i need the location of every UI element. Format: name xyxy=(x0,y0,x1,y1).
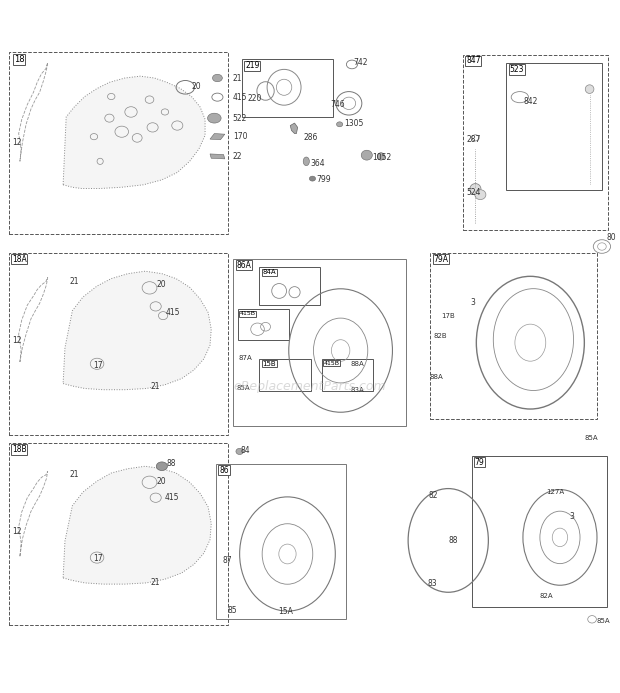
Text: 88A: 88A xyxy=(351,361,365,367)
Text: 21: 21 xyxy=(233,73,242,82)
Text: 80: 80 xyxy=(606,233,616,242)
Polygon shape xyxy=(210,154,225,159)
Text: 742: 742 xyxy=(353,58,368,67)
Text: 79: 79 xyxy=(475,457,485,466)
Text: 746: 746 xyxy=(330,100,345,109)
Bar xyxy=(234,259,406,426)
Text: 79A: 79A xyxy=(433,254,448,263)
Text: 287: 287 xyxy=(466,134,480,143)
Text: 364: 364 xyxy=(310,159,325,168)
Text: 3: 3 xyxy=(569,511,574,520)
Text: 21: 21 xyxy=(69,471,79,480)
Text: 82: 82 xyxy=(428,491,438,500)
Bar xyxy=(259,359,311,391)
Text: 17B: 17B xyxy=(441,313,455,319)
Text: 85A: 85A xyxy=(237,385,250,392)
Ellipse shape xyxy=(470,184,481,195)
Polygon shape xyxy=(290,123,298,134)
Ellipse shape xyxy=(377,152,384,160)
Text: 523: 523 xyxy=(510,65,524,74)
Text: 82A: 82A xyxy=(539,593,553,599)
Text: 220: 220 xyxy=(247,94,262,103)
Text: 85A: 85A xyxy=(585,435,598,441)
Ellipse shape xyxy=(337,122,343,127)
Ellipse shape xyxy=(213,74,223,82)
Text: 84A: 84A xyxy=(262,270,276,275)
Bar xyxy=(259,267,320,304)
Bar xyxy=(242,60,334,117)
Text: 522: 522 xyxy=(233,114,247,123)
Text: 842: 842 xyxy=(523,97,538,106)
Ellipse shape xyxy=(236,448,243,455)
Text: 87: 87 xyxy=(223,556,232,565)
Text: 415: 415 xyxy=(164,493,179,502)
Text: 12: 12 xyxy=(12,336,22,345)
Text: 88: 88 xyxy=(448,536,458,545)
Text: 85A: 85A xyxy=(596,617,610,624)
Text: 21: 21 xyxy=(151,578,160,587)
Ellipse shape xyxy=(309,176,316,181)
Text: 83A: 83A xyxy=(351,387,365,393)
Text: 22: 22 xyxy=(233,152,242,161)
Text: 12: 12 xyxy=(12,139,22,148)
Text: 83: 83 xyxy=(427,579,437,588)
Text: 415: 415 xyxy=(166,308,180,317)
Bar xyxy=(9,444,228,626)
Bar xyxy=(9,253,228,435)
Text: 88: 88 xyxy=(167,459,176,468)
Bar xyxy=(322,359,373,391)
Text: 86: 86 xyxy=(219,466,229,475)
Text: 524: 524 xyxy=(466,188,480,197)
Bar xyxy=(216,464,346,620)
Text: 415B: 415B xyxy=(324,360,340,366)
Bar xyxy=(9,52,228,234)
Text: 1052: 1052 xyxy=(372,153,391,162)
Text: 170: 170 xyxy=(233,132,247,141)
Text: 17: 17 xyxy=(93,360,102,369)
Ellipse shape xyxy=(475,190,486,200)
Polygon shape xyxy=(63,271,211,389)
Text: 20: 20 xyxy=(192,82,201,91)
Ellipse shape xyxy=(303,157,309,166)
Text: 84: 84 xyxy=(241,446,250,455)
Text: 12: 12 xyxy=(12,527,22,536)
Ellipse shape xyxy=(208,113,221,123)
Text: 15A: 15A xyxy=(278,607,293,616)
Text: 21: 21 xyxy=(69,277,79,286)
Text: 219: 219 xyxy=(245,62,260,71)
Text: 20: 20 xyxy=(157,280,167,289)
Bar xyxy=(507,63,602,190)
Polygon shape xyxy=(63,466,211,584)
Text: 82B: 82B xyxy=(433,333,447,339)
Polygon shape xyxy=(63,76,205,188)
Text: 86A: 86A xyxy=(237,261,252,270)
Polygon shape xyxy=(210,134,225,140)
Bar xyxy=(430,253,597,419)
Text: eReplacementParts.com: eReplacementParts.com xyxy=(234,380,386,393)
Ellipse shape xyxy=(156,462,167,471)
Text: 17: 17 xyxy=(93,554,102,563)
Ellipse shape xyxy=(585,85,594,94)
Text: 18B: 18B xyxy=(12,446,27,454)
Text: 85: 85 xyxy=(228,606,237,615)
Text: 1305: 1305 xyxy=(344,119,363,128)
Text: 127A: 127A xyxy=(546,489,564,495)
Bar xyxy=(463,55,608,231)
Text: 286: 286 xyxy=(304,133,318,142)
Text: 15B: 15B xyxy=(262,360,276,367)
Text: 3: 3 xyxy=(471,297,476,306)
Bar xyxy=(238,310,289,340)
Ellipse shape xyxy=(361,150,373,160)
Text: 88A: 88A xyxy=(429,374,443,380)
Text: 799: 799 xyxy=(316,175,331,184)
Text: 18A: 18A xyxy=(12,254,27,263)
Text: 415: 415 xyxy=(233,93,247,102)
Text: 87A: 87A xyxy=(239,355,252,360)
Text: 847: 847 xyxy=(466,56,480,65)
Text: 415B: 415B xyxy=(240,311,255,316)
Text: 20: 20 xyxy=(157,477,167,486)
Text: 18: 18 xyxy=(14,55,24,64)
Text: 21: 21 xyxy=(151,382,160,391)
Bar xyxy=(472,456,608,607)
